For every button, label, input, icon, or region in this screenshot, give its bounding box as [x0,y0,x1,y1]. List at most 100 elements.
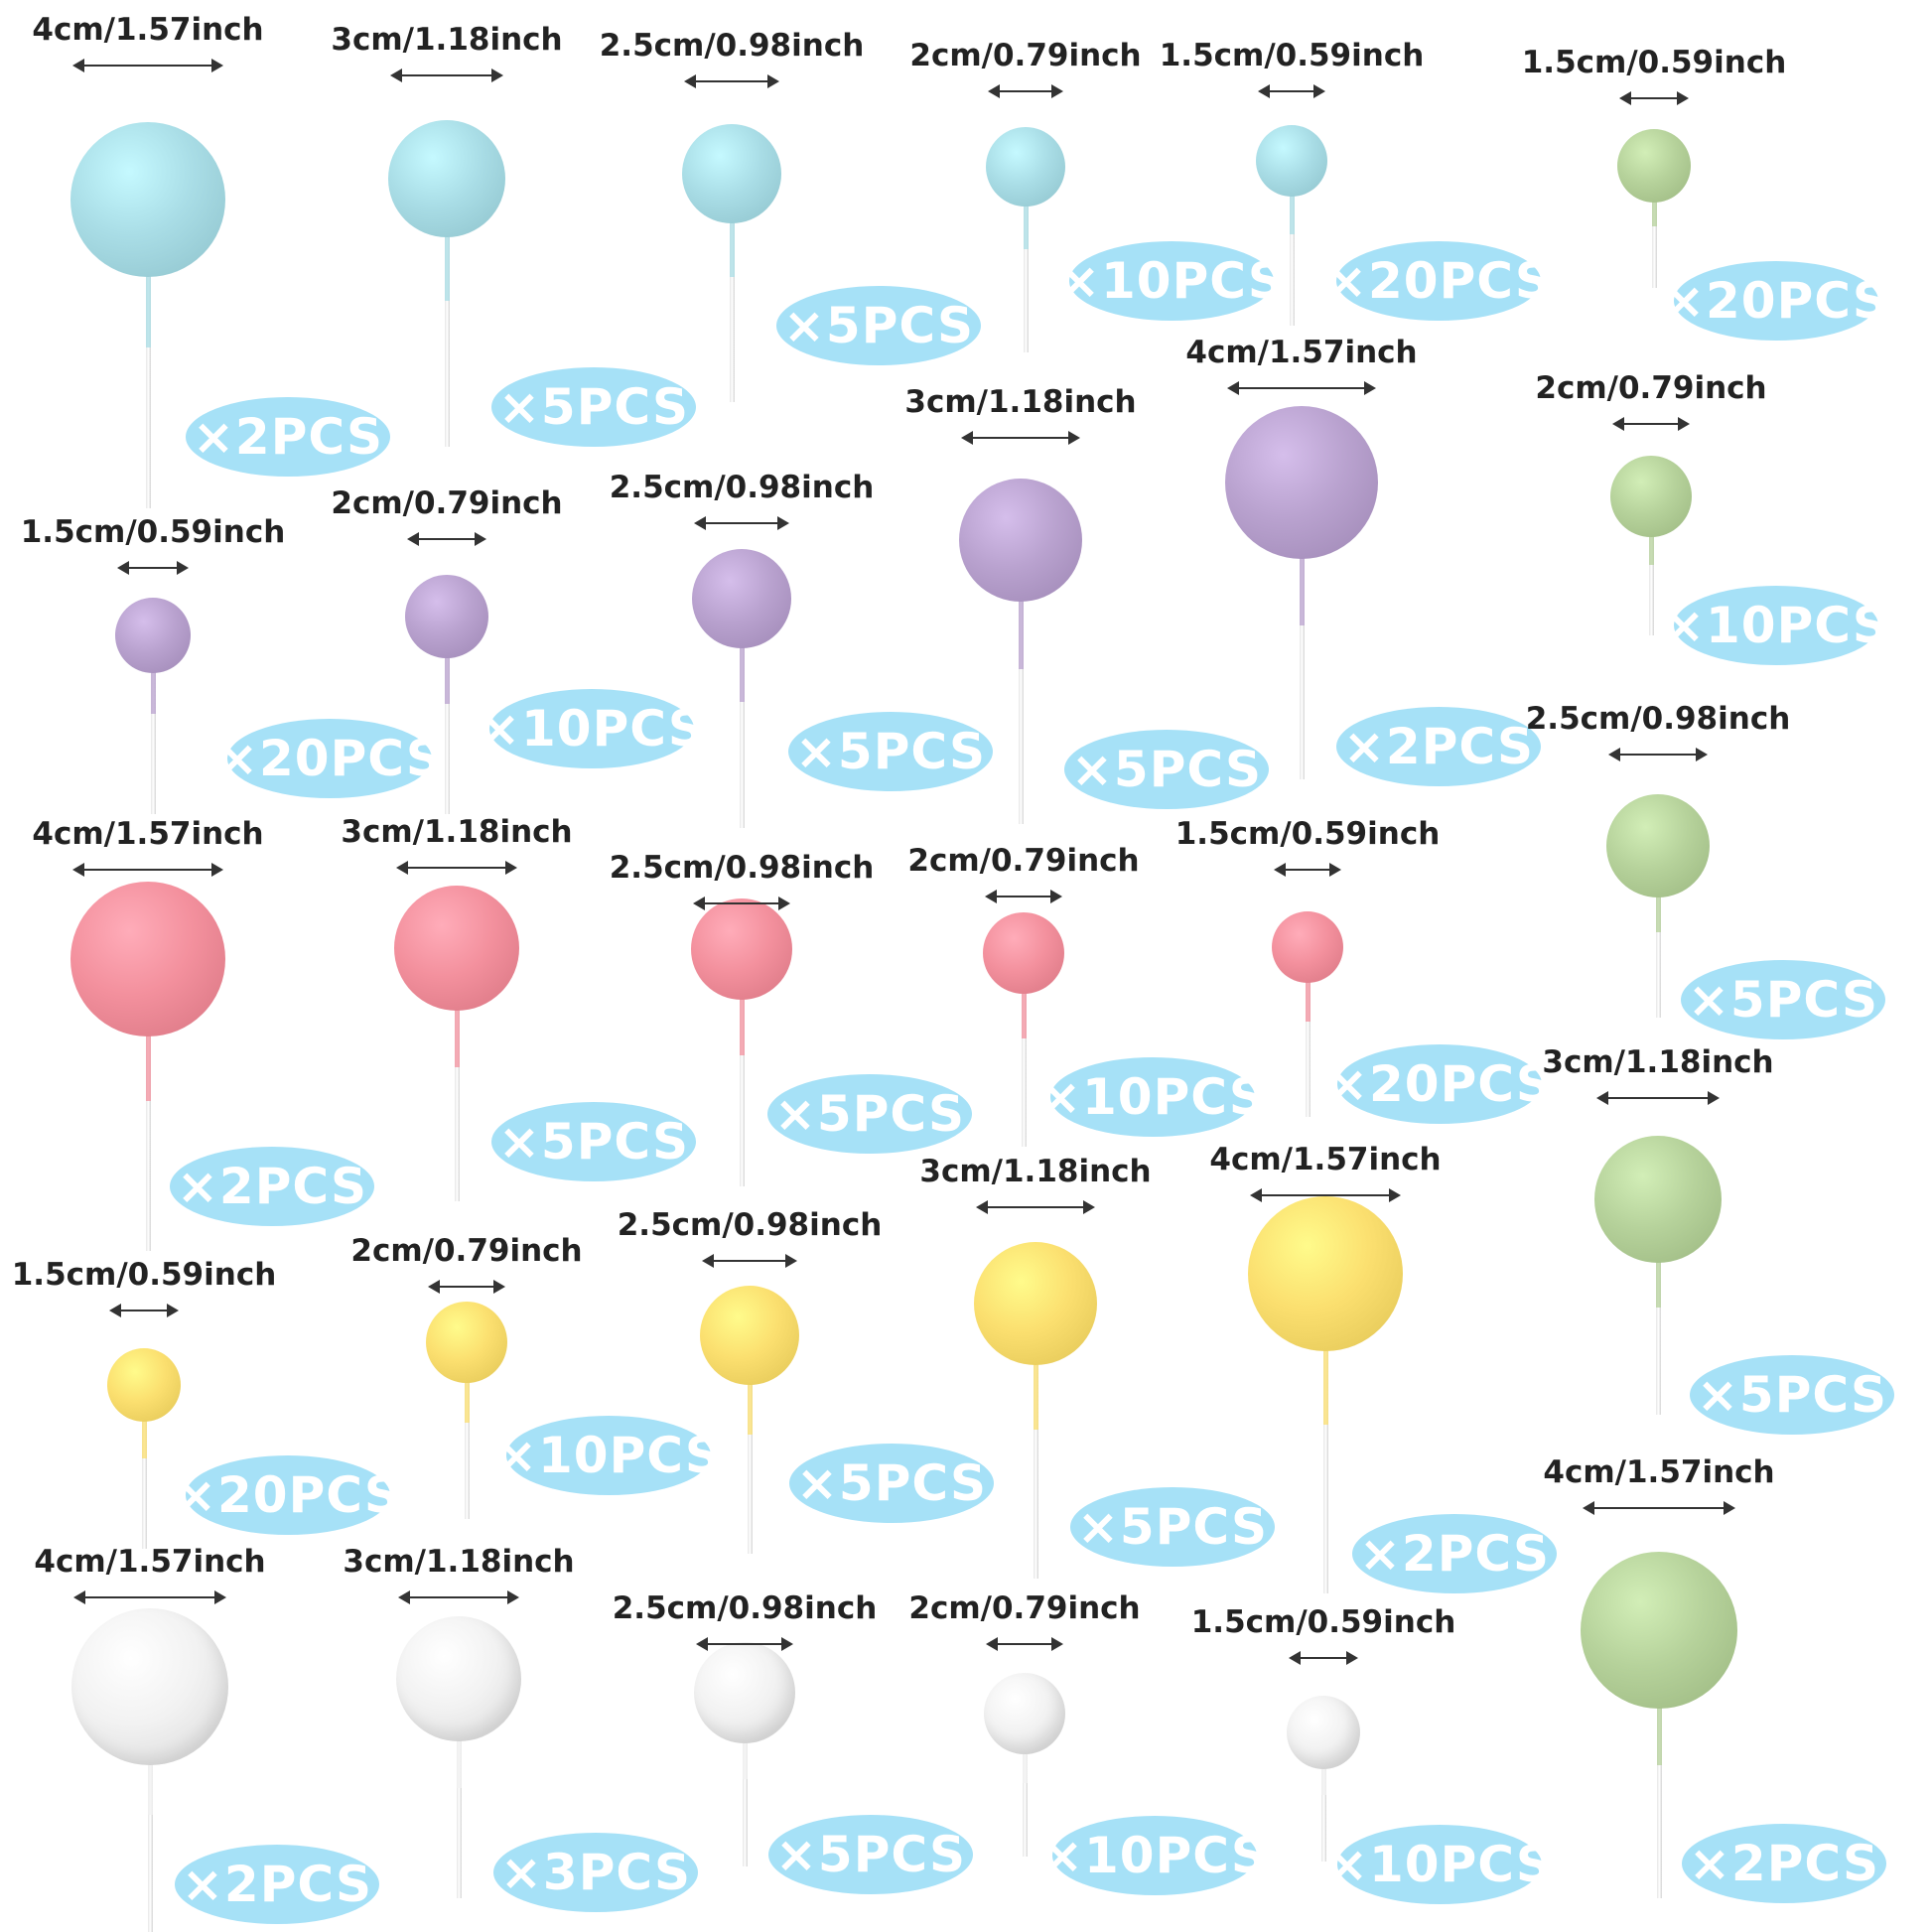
stick [1651,199,1657,288]
double-arrow-icon [1274,863,1341,877]
size-label: 2.5cm/0.98inch [609,470,875,505]
ball-purple [1225,406,1378,559]
double-arrow-icon [407,532,486,546]
ball-white [984,1673,1065,1754]
size-label: 4cm/1.57inch [1185,335,1418,370]
stick [444,654,450,814]
size-label: 4cm/1.57inch [32,12,264,48]
ball-yellow [426,1302,507,1383]
ball-yellow [107,1348,181,1422]
quantity-badge: ×10PCS [1039,1057,1265,1137]
double-arrow-icon [428,1280,505,1294]
stick-tint [464,1379,470,1423]
ball-purple [692,549,791,648]
stick [145,273,151,508]
double-arrow-icon [985,890,1062,903]
ball-green [1617,129,1691,203]
stick-tint [742,1739,748,1779]
ball-yellow [1248,1196,1403,1351]
stick [1648,533,1654,635]
stick-tint [1651,199,1657,226]
ball-pink [691,898,792,1000]
quantity-badge: ×10PCS [1326,1825,1552,1904]
stick-tint [1305,979,1311,1022]
quantity-badge: ×10PCS [495,1416,721,1495]
stick [141,1418,147,1549]
stick-tint [141,1418,147,1458]
double-arrow-icon [976,1200,1095,1214]
size-label: 2.5cm/0.98inch [617,1207,883,1243]
quantity-badge: ×5PCS [491,367,696,447]
ball-yellow [974,1242,1097,1365]
ball-blue [388,120,505,237]
ball-yellow [700,1286,799,1385]
stick-tint [729,219,735,277]
ball-white [71,1608,228,1765]
quantity-badge: ×20PCS [1325,241,1551,321]
quantity-badge: ×5PCS [789,1444,994,1523]
stick [464,1379,470,1519]
size-label: 3cm/1.18inch [343,1544,575,1580]
stick-tint [145,1033,151,1101]
stick [1322,1347,1328,1593]
quantity-badge: ×5PCS [776,286,981,365]
size-label: 4cm/1.57inch [1543,1454,1775,1490]
size-label: 2.5cm/0.98inch [1525,701,1791,737]
size-label: 3cm/1.18inch [919,1154,1152,1189]
size-label: 2cm/0.79inch [907,843,1140,879]
double-arrow-icon [396,861,517,875]
size-label: 1.5cm/0.59inch [11,1257,277,1293]
stick [1021,990,1027,1147]
stick [747,1381,753,1554]
size-label: 3cm/1.18inch [904,384,1137,420]
quantity-badge: ×20PCS [1326,1044,1552,1124]
stick [739,996,745,1186]
size-label: 1.5cm/0.59inch [1174,816,1441,852]
stick [1033,1361,1038,1579]
double-arrow-icon [1583,1501,1735,1515]
size-label: 1.5cm/0.59inch [20,514,286,550]
stick [456,1737,462,1898]
stick [145,1033,151,1251]
size-label: 4cm/1.57inch [34,1544,266,1580]
stick-tint [1022,1750,1028,1783]
size-label: 3cm/1.18inch [331,22,563,58]
double-arrow-icon [693,897,790,910]
double-arrow-icon [117,561,189,575]
double-arrow-icon [1258,84,1325,98]
stick [1299,555,1305,779]
size-label: 1.5cm/0.59inch [1190,1604,1456,1640]
quantity-badge: ×2PCS [1682,1824,1886,1903]
double-arrow-icon [1619,91,1689,105]
stick-tint [1320,1765,1326,1795]
ball-white [694,1642,795,1743]
double-arrow-icon [1612,417,1690,431]
stick [1320,1765,1326,1862]
quantity-badge: ×5PCS [1064,730,1269,809]
double-arrow-icon [390,69,503,82]
stick-tint [1299,555,1305,625]
quantity-badge: ×10PCS [1041,1816,1267,1895]
double-arrow-icon [1289,1651,1358,1665]
double-arrow-icon [684,74,779,88]
quantity-badge: ×20PCS [175,1455,400,1535]
double-arrow-icon [696,1637,793,1651]
stick-tint [1289,193,1295,234]
quantity-badge: ×2PCS [1352,1514,1557,1593]
double-arrow-icon [1596,1091,1720,1105]
stick [739,644,745,828]
quantity-badge: ×5PCS [1070,1487,1275,1567]
quantity-badge: ×5PCS [491,1102,696,1181]
stick-tint [454,1007,460,1067]
ball-pink [1272,911,1343,983]
size-label: 3cm/1.18inch [341,814,573,850]
double-arrow-icon [109,1304,179,1317]
double-arrow-icon [702,1254,797,1268]
quantity-badge: ×10PCS [1663,586,1888,665]
ball-white [396,1616,521,1741]
quantity-badge: ×5PCS [1690,1355,1894,1435]
quantity-badge: ×2PCS [186,397,390,477]
double-arrow-icon [988,84,1063,98]
quantity-badge: ×5PCS [767,1074,972,1154]
stick [729,219,735,402]
